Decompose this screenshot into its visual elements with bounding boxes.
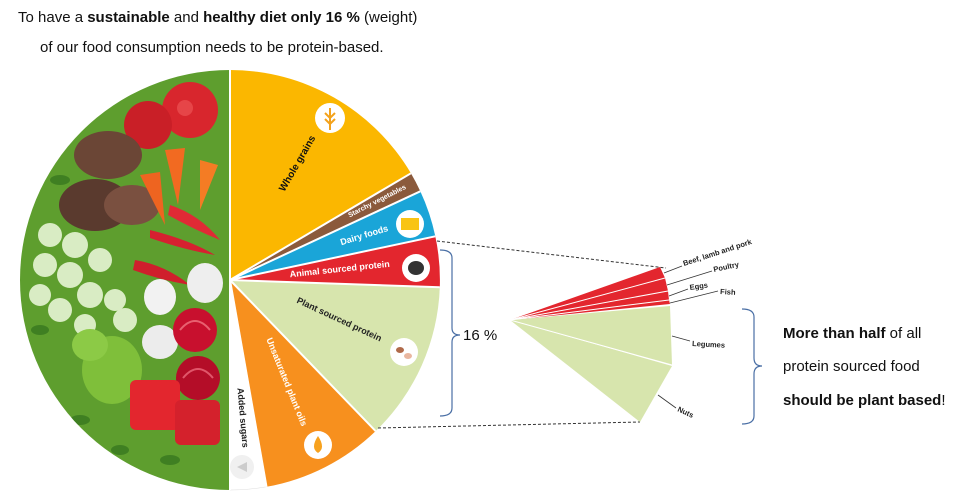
carrot-icon xyxy=(140,172,165,225)
sixteen-percent-label: 16 % xyxy=(463,327,498,344)
onion-icon xyxy=(176,356,220,400)
red-pepper-icon xyxy=(175,400,220,445)
garlic-icon xyxy=(187,263,223,303)
note-line-2: protein sourced food xyxy=(783,358,920,375)
carrot-icon xyxy=(200,160,218,210)
slice-nuts xyxy=(510,320,672,422)
chili-icon xyxy=(168,205,220,240)
protein-breakdown-fan xyxy=(509,267,673,422)
segment-unsaturated-plant-oils xyxy=(230,280,376,487)
vegetable-illustrations xyxy=(29,82,223,465)
label-legumes: Legumes xyxy=(692,339,725,350)
segment-starchy-vegetables xyxy=(230,173,421,280)
note-line-1: More than half of all xyxy=(783,325,922,342)
header-line-2: of our food consumption needs to be prot… xyxy=(40,39,384,56)
segment-plant-sourced-protein xyxy=(230,280,440,432)
mushroom-icon xyxy=(104,185,160,225)
connector-top xyxy=(436,240,667,269)
chili-icon xyxy=(133,260,190,285)
cauliflower-icon xyxy=(29,223,137,336)
cheese-icon xyxy=(396,210,424,238)
garlic-icon xyxy=(142,325,178,359)
segment-animal-sourced-protein xyxy=(230,236,440,288)
garlic-icon xyxy=(144,279,176,315)
brace-16-percent xyxy=(439,249,461,417)
note-line-3: should be plant based! xyxy=(783,392,946,409)
carrot-icon xyxy=(165,148,185,205)
oil-drop-icon xyxy=(304,431,332,459)
mushroom-icon xyxy=(74,131,142,179)
brace-note xyxy=(741,308,763,425)
tomato-icon xyxy=(124,101,172,149)
header-line-1: To have a sustainable and healthy diet o… xyxy=(18,9,418,26)
segment-whole-grains xyxy=(230,70,411,280)
red-pepper-icon xyxy=(130,380,180,430)
slice-legumes xyxy=(510,306,672,365)
sugar-icon xyxy=(230,455,254,479)
onion-icon xyxy=(173,308,217,352)
label-fish: Fish xyxy=(720,287,736,297)
slice-beef-lamb-pork xyxy=(510,267,665,320)
wheat-icon xyxy=(315,103,345,133)
segment-dairy-foods xyxy=(230,191,436,280)
label-poultry: Poultry xyxy=(713,260,741,274)
beans-icon xyxy=(390,338,418,366)
connector-bottom xyxy=(377,421,641,429)
label-nuts: Nuts xyxy=(676,405,695,420)
cow-icon xyxy=(402,254,430,282)
chili-icon xyxy=(150,230,215,255)
plate-right-half xyxy=(229,70,440,491)
vegetable-half xyxy=(20,70,230,490)
label-eggs: Eggs xyxy=(689,281,708,292)
